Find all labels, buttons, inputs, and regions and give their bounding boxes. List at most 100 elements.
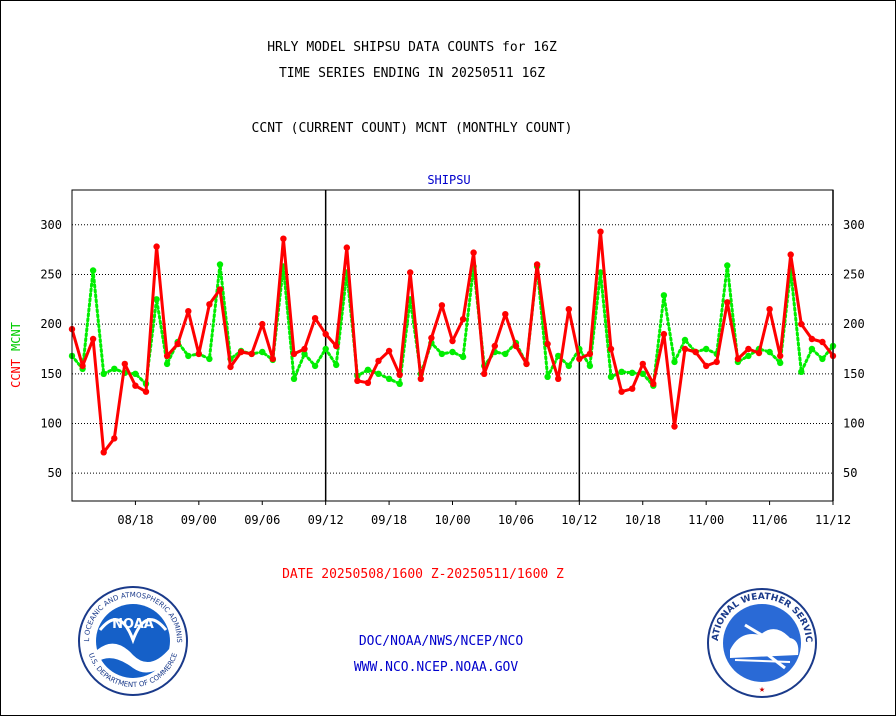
nws-star-icon: ★ <box>759 684 765 695</box>
data-point-ccnt <box>512 342 520 350</box>
data-point-ccnt <box>576 355 583 363</box>
data-point-ccnt <box>79 362 86 370</box>
data-point-ccnt <box>185 308 192 315</box>
data-point-ccnt <box>385 347 393 355</box>
data-point-mcnt <box>766 348 773 356</box>
data-point-ccnt <box>692 348 699 356</box>
data-point-ccnt <box>89 335 97 343</box>
y-tick-label-left: 50 <box>48 466 62 480</box>
data-point-mcnt <box>671 358 678 366</box>
data-point-ccnt <box>407 269 414 276</box>
y-tick-label-left: 200 <box>40 317 62 331</box>
data-point-ccnt <box>311 315 319 322</box>
data-point-ccnt <box>354 377 361 384</box>
x-tick-label: 10/06 <box>498 513 534 527</box>
data-point-ccnt <box>565 306 572 313</box>
data-point-ccnt <box>734 355 742 363</box>
noaa-ring-text: NATIONAL OCEANIC AND ATMOSPHERIC ADMINIS… <box>0 0 183 643</box>
data-point-ccnt <box>713 358 720 366</box>
chart-title: SHIPSU <box>427 173 470 187</box>
data-point-mcnt <box>586 362 594 370</box>
x-ticks: 08/18 09/00 09/06 09/12 09/18 10/00 10/06 10/12… <box>117 501 851 527</box>
data-point-ccnt <box>660 330 668 338</box>
data-point-ccnt <box>597 228 604 235</box>
data-point-mcnt <box>385 375 393 382</box>
data-point-mcnt <box>660 292 668 299</box>
data-point-ccnt <box>607 345 615 353</box>
data-point-ccnt <box>428 334 435 342</box>
data-point-ccnt <box>280 235 287 242</box>
footer-org-line-1: DOC/NOAA/NWS/NCEP/NCO <box>359 634 524 649</box>
data-point-mcnt <box>100 370 107 377</box>
data-point-ccnt <box>629 385 636 392</box>
noaa-logo-text: NOAA <box>112 617 154 632</box>
x-tick-label: 10/12 <box>561 513 597 527</box>
y-tick-label-left: 300 <box>40 218 62 232</box>
data-point-ccnt <box>153 243 160 250</box>
data-point-ccnt <box>333 342 340 350</box>
x-tick-label: 09/00 <box>181 513 217 527</box>
x-tick-label: 09/06 <box>244 513 280 527</box>
data-point-mcnt <box>132 370 139 377</box>
data-point-mcnt <box>502 350 509 358</box>
series-group <box>68 228 837 456</box>
data-point-mcnt <box>629 369 636 376</box>
y-tick-label-right: 300 <box>843 218 865 232</box>
data-point-mcnt <box>322 345 329 353</box>
data-point-ccnt <box>586 350 594 358</box>
data-point-mcnt <box>301 350 308 358</box>
data-point-ccnt <box>322 330 329 338</box>
plot-border <box>71 189 834 502</box>
data-point-ccnt <box>449 337 456 345</box>
x-tick-label: 09/18 <box>371 513 407 527</box>
y-tick-label-left: 250 <box>40 267 62 281</box>
y-tick-label-right: 250 <box>843 267 865 281</box>
y-ticks-left: 50 100 150 200 250 300 <box>40 218 62 480</box>
data-point-ccnt <box>142 388 150 395</box>
data-point-mcnt <box>544 373 551 380</box>
data-point-ccnt <box>206 301 213 308</box>
y-ticks-right: 50 100 150 200 250 300 <box>843 218 865 480</box>
data-point-ccnt <box>290 350 298 358</box>
data-point-mcnt <box>808 345 816 353</box>
x-tick-label: 08/18 <box>117 513 153 527</box>
data-point-mcnt <box>565 362 572 370</box>
data-point-ccnt <box>544 340 551 348</box>
data-point-ccnt <box>533 261 541 268</box>
header-line-3: CCNT (CURRENT COUNT) MCNT (MONTHLY COUNT… <box>252 121 573 136</box>
data-point-mcnt <box>333 361 340 369</box>
y-tick-label-left: 100 <box>40 416 62 430</box>
data-point-ccnt <box>364 379 372 386</box>
footer-org-line-2: WWW.NCO.NCEP.NOAA.GOV <box>354 660 519 675</box>
y-tick-label-right: 150 <box>843 367 865 381</box>
data-point-ccnt <box>555 375 562 382</box>
data-point-ccnt <box>703 362 710 370</box>
data-point-mcnt <box>459 353 467 361</box>
x-tick-label: 10/00 <box>434 513 470 527</box>
data-point-mcnt <box>364 366 372 373</box>
data-point-ccnt <box>523 360 530 368</box>
data-point-ccnt <box>100 449 107 456</box>
data-point-mcnt <box>449 348 456 356</box>
y-axis-label: CCNT MCNT <box>9 322 23 388</box>
data-point-mcnt <box>555 352 562 360</box>
data-point-mcnt <box>163 360 171 368</box>
data-point-mcnt <box>639 370 646 377</box>
data-point-mcnt <box>777 359 784 367</box>
data-point-mcnt <box>153 296 160 303</box>
header-line-1: HRLY MODEL SHIPSU DATA COUNTS for 16Z <box>267 40 557 55</box>
data-point-mcnt <box>89 267 97 274</box>
data-point-ccnt <box>248 350 255 358</box>
data-point-ccnt <box>301 345 308 353</box>
data-point-mcnt <box>745 352 752 360</box>
data-point-mcnt <box>290 375 298 382</box>
data-point-ccnt <box>111 435 118 442</box>
x-axis-label: DATE 20250508/1600 Z-20250511/1600 Z <box>282 567 564 582</box>
x-tick-label: 11/12 <box>815 513 851 527</box>
data-point-ccnt <box>491 342 498 350</box>
gridlines <box>72 224 833 474</box>
data-point-mcnt <box>185 352 192 360</box>
x-tick-label: 11/00 <box>688 513 724 527</box>
data-point-ccnt <box>650 380 657 387</box>
